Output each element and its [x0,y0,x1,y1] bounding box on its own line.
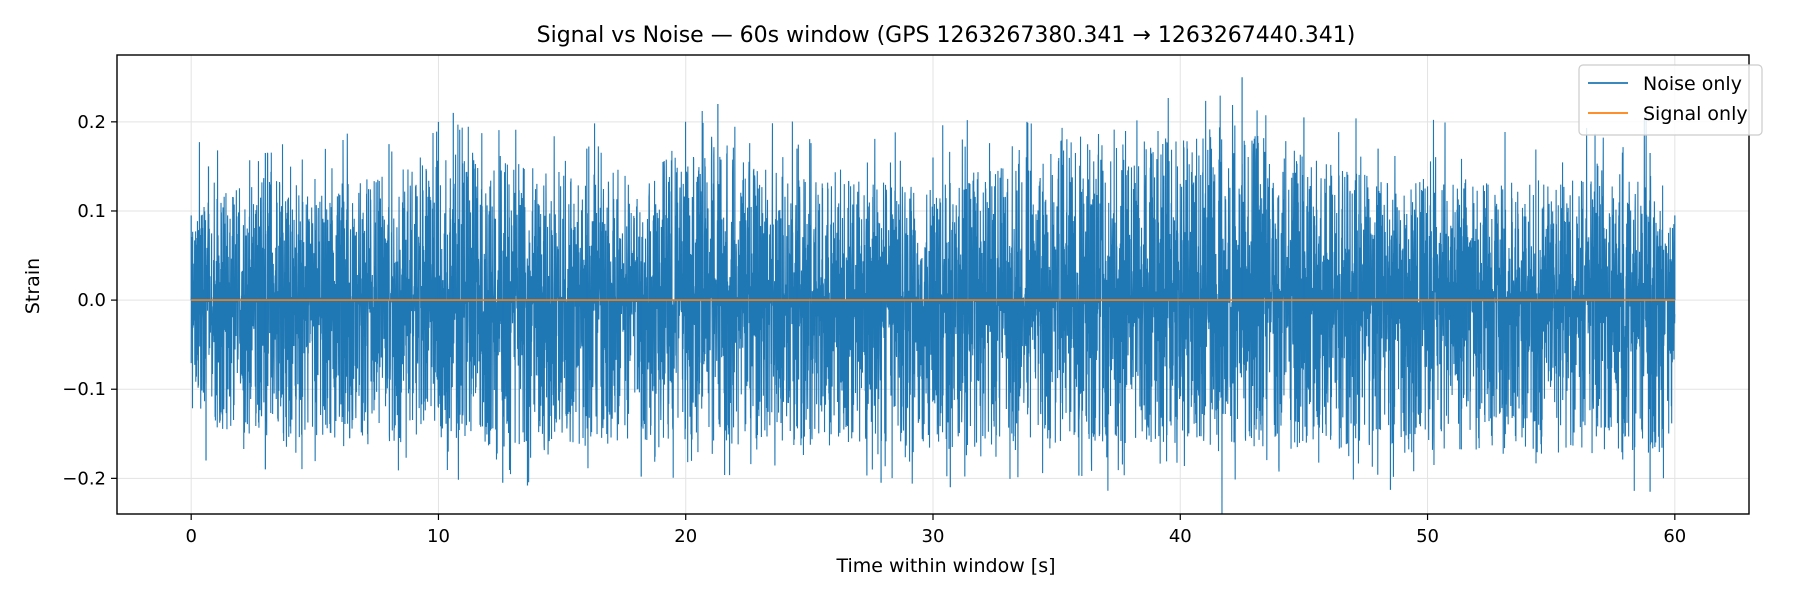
x-tick-label: 20 [674,526,697,547]
x-tick-label: 10 [427,526,450,547]
y-axis-label: Strain [22,258,44,314]
legend-signal-label: Signal only [1643,103,1748,125]
x-axis-ticks: 0 10 20 30 40 50 60 [185,514,1686,547]
x-axis-label: Time within window [s] [835,555,1055,577]
series-layer [190,77,1676,514]
chart-title: Signal vs Noise — 60s window (GPS 126326… [537,23,1356,48]
y-tick-label: 0.1 [77,201,106,222]
y-tick-label: −0.1 [62,379,106,400]
y-tick-label: 0.2 [77,112,106,133]
legend-noise-label: Noise only [1643,73,1742,95]
x-tick-label: 30 [922,526,945,547]
y-axis-ticks: −0.2 −0.1 0.0 0.1 0.2 [62,112,117,489]
x-tick-label: 40 [1169,526,1192,547]
y-tick-label: 0.0 [77,290,106,311]
legend: Noise only Signal only [1578,64,1763,136]
x-tick-label: 50 [1416,526,1439,547]
x-tick-label: 0 [185,526,196,547]
y-tick-label: −0.2 [62,468,106,489]
x-tick-label: 60 [1663,526,1686,547]
